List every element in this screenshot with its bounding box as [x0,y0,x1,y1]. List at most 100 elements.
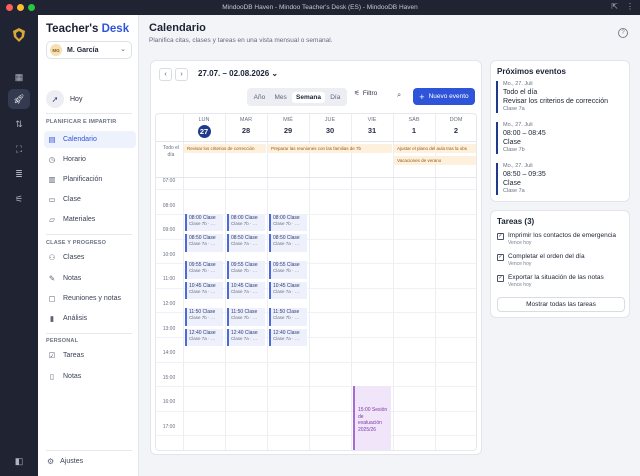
class-event[interactable]: 10:45 Clase Clase 7a · … [269,281,307,300]
event-title: 08:50 Clase [231,235,258,242]
day-header[interactable]: LUN 27 [183,114,225,140]
divider [46,234,132,235]
search-icon[interactable]: ⌕ [397,90,402,99]
sliders-icon[interactable]: ⚟ [14,193,24,204]
task-checkbox[interactable]: ✓ [497,275,504,282]
allday-event[interactable]: Revisar los criterios de corrección [184,144,266,153]
arrows-icon[interactable]: ⇅ [15,118,23,129]
class-event[interactable]: 08:00 Clase Clase 7b · … [185,213,223,232]
nav-clases[interactable]: ⚇ Clases [48,253,85,262]
upcoming-event[interactable]: Mo., 27. Juli 08:00 – 08:45 Clase Clase … [496,122,624,154]
class-event[interactable]: 11:50 Clase Clase 7b · … [185,308,223,326]
nav-tareas[interactable]: ☑ Tareas [48,351,85,360]
class-event[interactable]: 12:40 Clase Clase 7a · … [227,328,265,347]
help-icon[interactable]: ? [618,28,628,38]
event-class: Clase 7b · … [231,315,258,321]
hour-line [156,287,476,289]
nav-ajustes[interactable]: ⚙ Ajustes [47,457,84,466]
day-header[interactable]: MAR 28 [225,114,267,140]
class-event[interactable]: 08:50 Clase Clase 7a · … [227,234,265,252]
hour-line [156,312,476,314]
grid-column-line [435,114,436,450]
nav-hoy[interactable]: ➚ Hoy [46,90,82,108]
sidebar-toggle-icon[interactable]: ◧ [14,455,24,466]
day-header[interactable]: SÁB 1 [393,114,435,140]
nav-clase[interactable]: ▭ Clase [48,195,81,204]
export-icon[interactable]: ⇱ [611,2,618,11]
nav-calendario[interactable]: ▤ Calendario [44,131,136,148]
nav-reuniones[interactable]: ▢ Reuniones y notas [48,294,121,303]
view-switcher: Año Mes Semana Día [247,88,347,106]
view-day-tab[interactable]: Día [330,93,341,101]
class-event[interactable]: 08:00 Clase Clase 7b · … [269,213,307,232]
class-event[interactable]: 08:50 Clase Clase 7a · … [269,234,307,252]
dashboard-icon[interactable]: ▦ [14,71,24,82]
day-number: 31 [367,126,377,135]
task-item: ✓ Exportar la situación de las notas Ven… [497,274,604,288]
prev-week-button[interactable]: ‹ [159,68,172,81]
filter-icon: ⚟ [354,90,360,97]
view-month-tab[interactable]: Mes [274,93,287,101]
nav-notas[interactable]: ✎ Notas [48,274,82,283]
nav-materiales[interactable]: ▱ Materiales [44,211,136,228]
event-class: Clase 7a · … [273,335,300,341]
maximize-window-button[interactable] [28,4,35,11]
class-event[interactable]: 09:55 Clase Clase 7b · … [227,261,265,279]
day-header[interactable]: DOM 2 [435,114,476,140]
task-checkbox[interactable]: ✓ [497,233,504,240]
event-title: 09:55 Clase [189,262,216,269]
next-week-button[interactable]: › [175,68,188,81]
day-header[interactable]: JUE 30 [309,114,351,140]
section-clase-progreso: CLASE Y PROGRESO [46,240,107,246]
hour-line [156,386,476,388]
event-class: Clase 7b · … [189,315,216,321]
upcoming-event[interactable]: Mo., 27. Juli 08:50 – 09:35 Clase Clase … [496,163,624,195]
nav-notas-personal[interactable]: ▯ Notas [44,368,136,385]
nav-analisis[interactable]: ▮ Análisis [44,310,136,327]
event-title: 08:50 Clase [273,235,300,242]
day-number: 1 [411,126,417,135]
day-header[interactable]: MIÉ 29 [267,114,309,140]
class-event[interactable]: 10:45 Clase Clase 7a · … [227,281,265,300]
class-event[interactable]: 08:00 Clase Clase 7b · … [227,213,265,232]
more-icon[interactable]: ⋮ [626,2,634,11]
class-event[interactable]: 11:50 Clase Clase 7b · … [269,308,307,326]
evaluation-session-event[interactable]: 15:00 Sesión de evaluación 2025/26 [353,386,391,450]
minimize-window-button[interactable] [17,4,24,11]
filter-button[interactable]: ⚟ Filtro [354,89,378,98]
view-year-tab[interactable]: Año [253,93,266,101]
section-personal: PERSONAL [46,338,79,344]
date-range-picker[interactable]: 27.07. – 02.08.2026 ⌄ [198,69,279,78]
brand-logo: Teacher's Desk [46,23,130,35]
close-window-button[interactable] [6,4,13,11]
class-event[interactable]: 09:55 Clase Clase 7b · … [185,261,223,279]
hour-label: 10:00 [162,251,176,258]
nav-horario[interactable]: ◷ Horario [48,155,86,164]
class-event[interactable]: 09:55 Clase Clase 7b · … [269,261,307,279]
class-event[interactable]: 12:40 Clase Clase 7a · … [269,328,307,347]
hour-label: 12:00 [162,301,176,307]
class-event[interactable]: 11:50 Clase Clase 7b · … [227,308,265,326]
scan-icon[interactable]: ⛶ [15,143,23,154]
nav-planificacion[interactable]: ▥ Planificación [48,175,103,184]
rocket-icon[interactable]: 🚀︎ [8,89,30,109]
day-name: MAR [239,117,253,123]
class-event[interactable]: 12:40 Clase Clase 7a · … [185,328,223,347]
view-week-tab[interactable]: Semana [292,91,325,103]
class-event[interactable]: 10:45 Clase Clase 7a · … [185,281,223,300]
grid-row-line [156,141,476,142]
note-icon: ✎ [48,274,56,283]
user-switcher[interactable]: MG M. García ⌄ [46,41,132,59]
allday-event[interactable]: Ajustar el plano del aula tras la obs [394,144,476,153]
show-all-tasks-button[interactable]: Mostrar todas las tareas [497,297,625,312]
event-class: Clase 7b · … [273,268,300,274]
database-icon[interactable]: ≣ [15,168,23,179]
allday-event[interactable]: Preparar las reuniones con las familias … [268,144,392,153]
allday-event[interactable]: Vacaciones de verano [394,156,476,165]
day-header[interactable]: VIE 31 [351,114,393,140]
upcoming-event[interactable]: Mo., 27. Juli Todo el día Revisar los cr… [496,81,624,113]
class-event[interactable]: 08:50 Clase Clase 7a · … [185,234,223,252]
event-class: Clase 7b · … [231,268,258,274]
new-event-button[interactable]: + Nuevo evento [413,88,475,105]
task-checkbox[interactable]: ✓ [497,254,504,261]
